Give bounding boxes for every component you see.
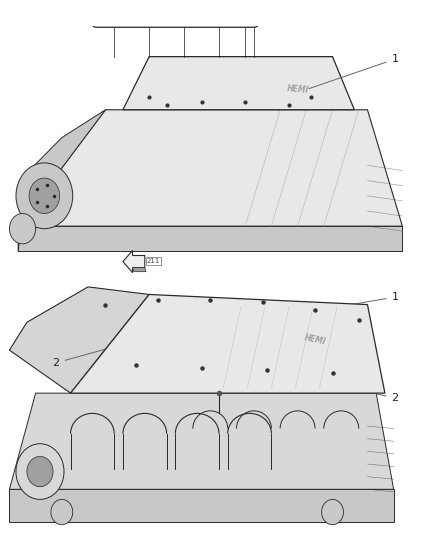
Polygon shape bbox=[123, 251, 145, 273]
Text: 211: 211 bbox=[147, 258, 160, 264]
Circle shape bbox=[16, 163, 73, 229]
Text: HEMI: HEMI bbox=[286, 84, 309, 95]
Circle shape bbox=[27, 456, 53, 487]
Text: ☆: ☆ bbox=[111, 0, 117, 2]
Circle shape bbox=[29, 178, 60, 214]
FancyBboxPatch shape bbox=[92, 0, 259, 27]
Polygon shape bbox=[18, 110, 403, 226]
Text: 1: 1 bbox=[309, 54, 399, 88]
Text: 2: 2 bbox=[53, 343, 127, 368]
Circle shape bbox=[10, 214, 35, 244]
Polygon shape bbox=[18, 110, 106, 252]
Text: 2: 2 bbox=[324, 381, 399, 403]
Polygon shape bbox=[71, 294, 385, 393]
Polygon shape bbox=[10, 287, 149, 393]
Polygon shape bbox=[123, 56, 354, 110]
Circle shape bbox=[51, 499, 73, 524]
Text: HEMI: HEMI bbox=[303, 333, 327, 346]
Polygon shape bbox=[10, 489, 394, 522]
Circle shape bbox=[16, 444, 64, 499]
Polygon shape bbox=[10, 393, 394, 489]
Circle shape bbox=[321, 499, 343, 524]
Polygon shape bbox=[133, 268, 146, 272]
Text: 1: 1 bbox=[296, 292, 399, 314]
Polygon shape bbox=[18, 226, 403, 252]
